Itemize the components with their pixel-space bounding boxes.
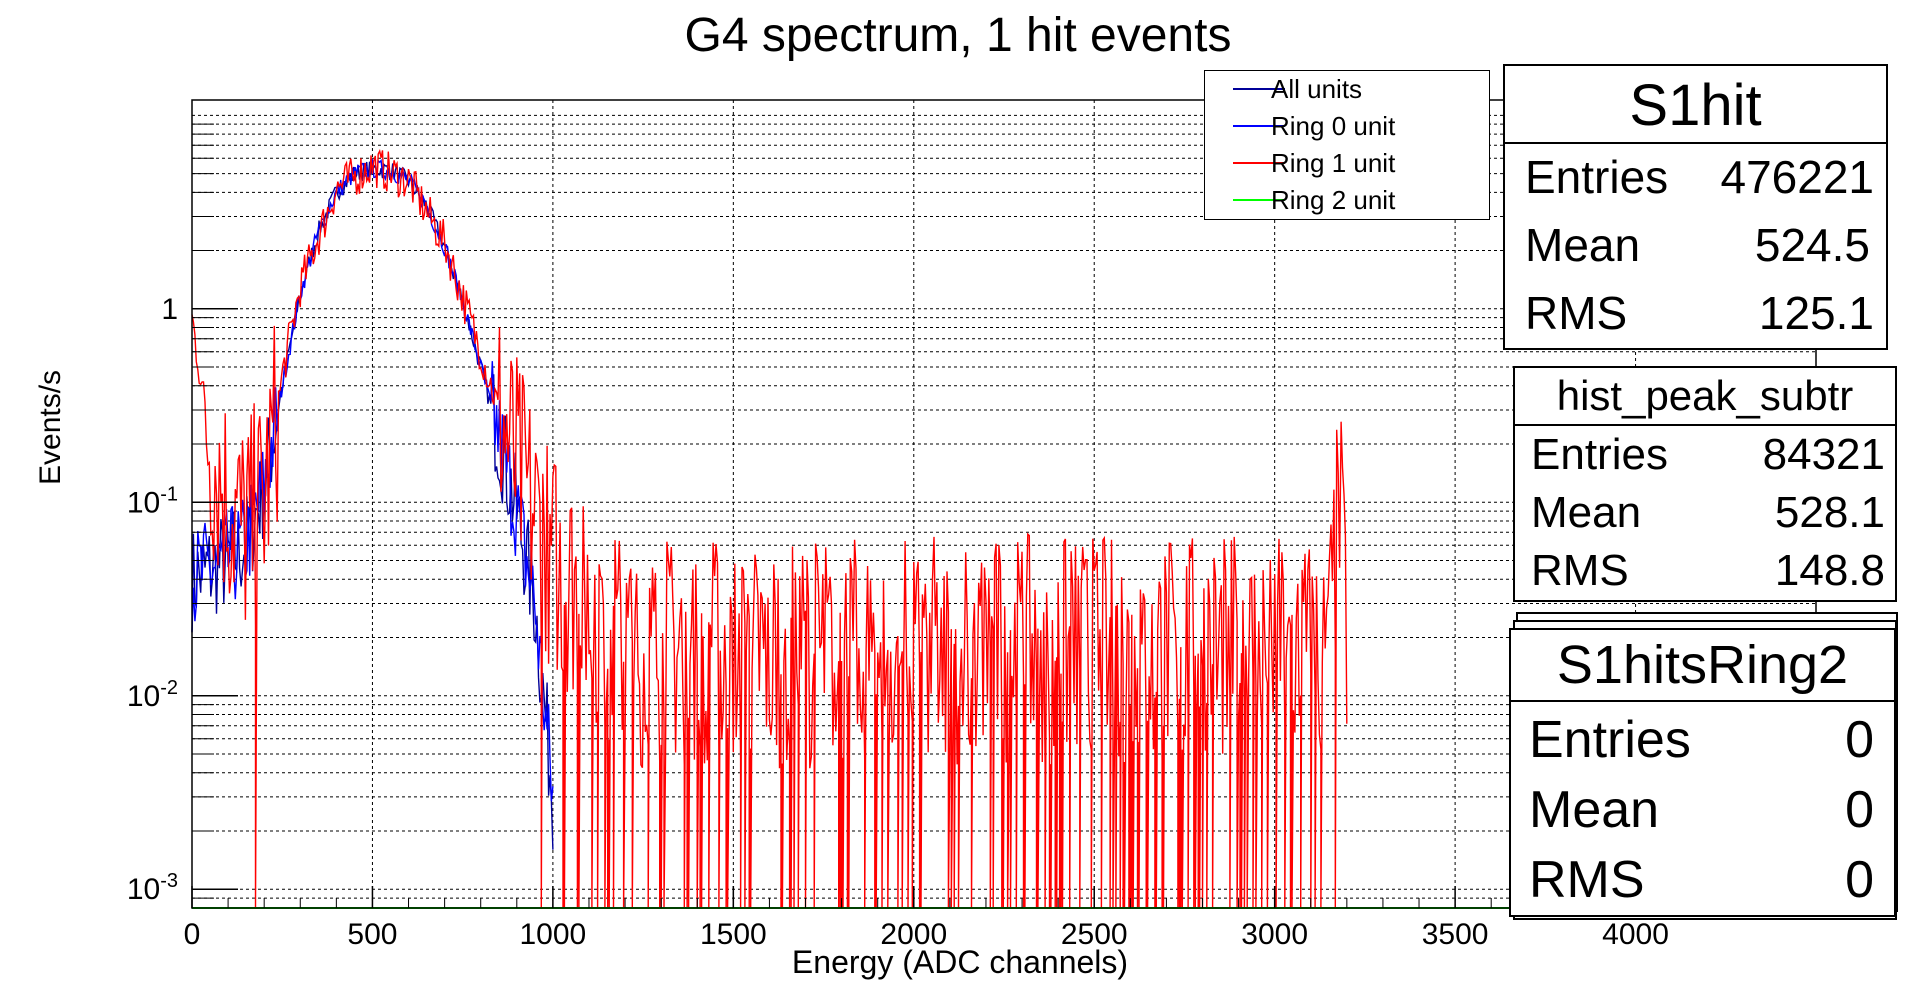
stats-key: RMS: [1531, 546, 1629, 595]
y-tick-label: 10-3: [127, 870, 178, 906]
x-tick-label: 4000: [1602, 918, 1669, 951]
stats-value: 84321: [1762, 430, 1885, 479]
stats-key: RMS: [1525, 287, 1628, 339]
stats-box-hist-peak-subtr: hist_peak_subtr Entries 84321 Mean 528.1…: [1513, 366, 1897, 602]
x-tick-label: 3000: [1241, 918, 1308, 951]
y-tick-label: 1: [161, 293, 178, 326]
x-tick-label: 500: [347, 918, 397, 951]
legend-label: All units: [1271, 74, 1363, 104]
legend-label: Ring 2 unit: [1271, 185, 1396, 215]
stats-divider: [1505, 142, 1886, 144]
stats-key: Mean: [1531, 488, 1642, 537]
stats-divider: [1515, 424, 1895, 426]
stats-key: Entries: [1529, 711, 1691, 769]
x-tick-label: 1000: [520, 918, 587, 951]
stats-divider: [1511, 700, 1894, 702]
stats-title: S1hit: [1629, 73, 1762, 138]
legend-entry: Ring 0 unit: [1205, 108, 1489, 145]
x-tick-label: 3500: [1422, 918, 1489, 951]
legend-swatch: [1233, 125, 1285, 127]
legend-label: Ring 0 unit: [1271, 111, 1396, 141]
y-tick-label: 10-2: [127, 677, 178, 713]
stats-value: 125.1: [1758, 287, 1874, 339]
stats-box-s1hitsring2: S1hitsRing2 Entries 0 Mean 0 RMS 0: [1509, 628, 1896, 917]
y-tick-exponent: -3: [160, 870, 178, 892]
stats-value: 528.1: [1774, 488, 1885, 537]
stats-key: Entries: [1531, 430, 1668, 479]
legend-swatch: [1233, 199, 1285, 201]
legend-entry: Ring 1 unit: [1205, 145, 1489, 182]
stats-value: 148.8: [1774, 546, 1885, 595]
stats-key: RMS: [1529, 851, 1645, 909]
stats-key: Mean: [1525, 219, 1641, 271]
legend: All units Ring 0 unit Ring 1 unit Ring 2…: [1204, 70, 1490, 220]
stats-value: 0: [1845, 711, 1874, 769]
x-tick-label: 2500: [1061, 918, 1128, 951]
stats-value: 524.5: [1754, 219, 1870, 271]
y-tick-exponent: -2: [160, 677, 178, 699]
y-axis-label: Events/s: [34, 369, 67, 485]
x-tick-label: 1500: [700, 918, 767, 951]
series-line-ring-1-unit: [191, 148, 1348, 909]
stats-title: S1hitsRing2: [1556, 635, 1849, 695]
stats-title: hist_peak_subtr: [1556, 372, 1854, 419]
stats-value: 0: [1845, 851, 1874, 909]
stats-value: 0: [1845, 781, 1874, 839]
y-tick-exponent: -1: [160, 483, 178, 505]
legend-entry: All units: [1205, 71, 1489, 108]
x-tick-label: 2000: [880, 918, 947, 951]
x-tick-label: 0: [184, 918, 201, 951]
legend-swatch: [1233, 162, 1285, 164]
legend-swatch: [1233, 88, 1285, 90]
stats-value: 476221: [1720, 151, 1875, 203]
stats-key: Entries: [1525, 151, 1669, 203]
y-tick-label: 10-1: [127, 483, 178, 519]
legend-entry: Ring 2 unit: [1205, 182, 1489, 219]
chart-title: G4 spectrum, 1 hit events: [684, 9, 1232, 62]
legend-label: Ring 1 unit: [1271, 148, 1396, 178]
stats-key: Mean: [1529, 781, 1660, 839]
stats-box-s1hit: S1hit Entries 476221 Mean 524.5 RMS 125.…: [1503, 64, 1888, 350]
x-axis-label: Energy (ADC channels): [791, 944, 1129, 980]
